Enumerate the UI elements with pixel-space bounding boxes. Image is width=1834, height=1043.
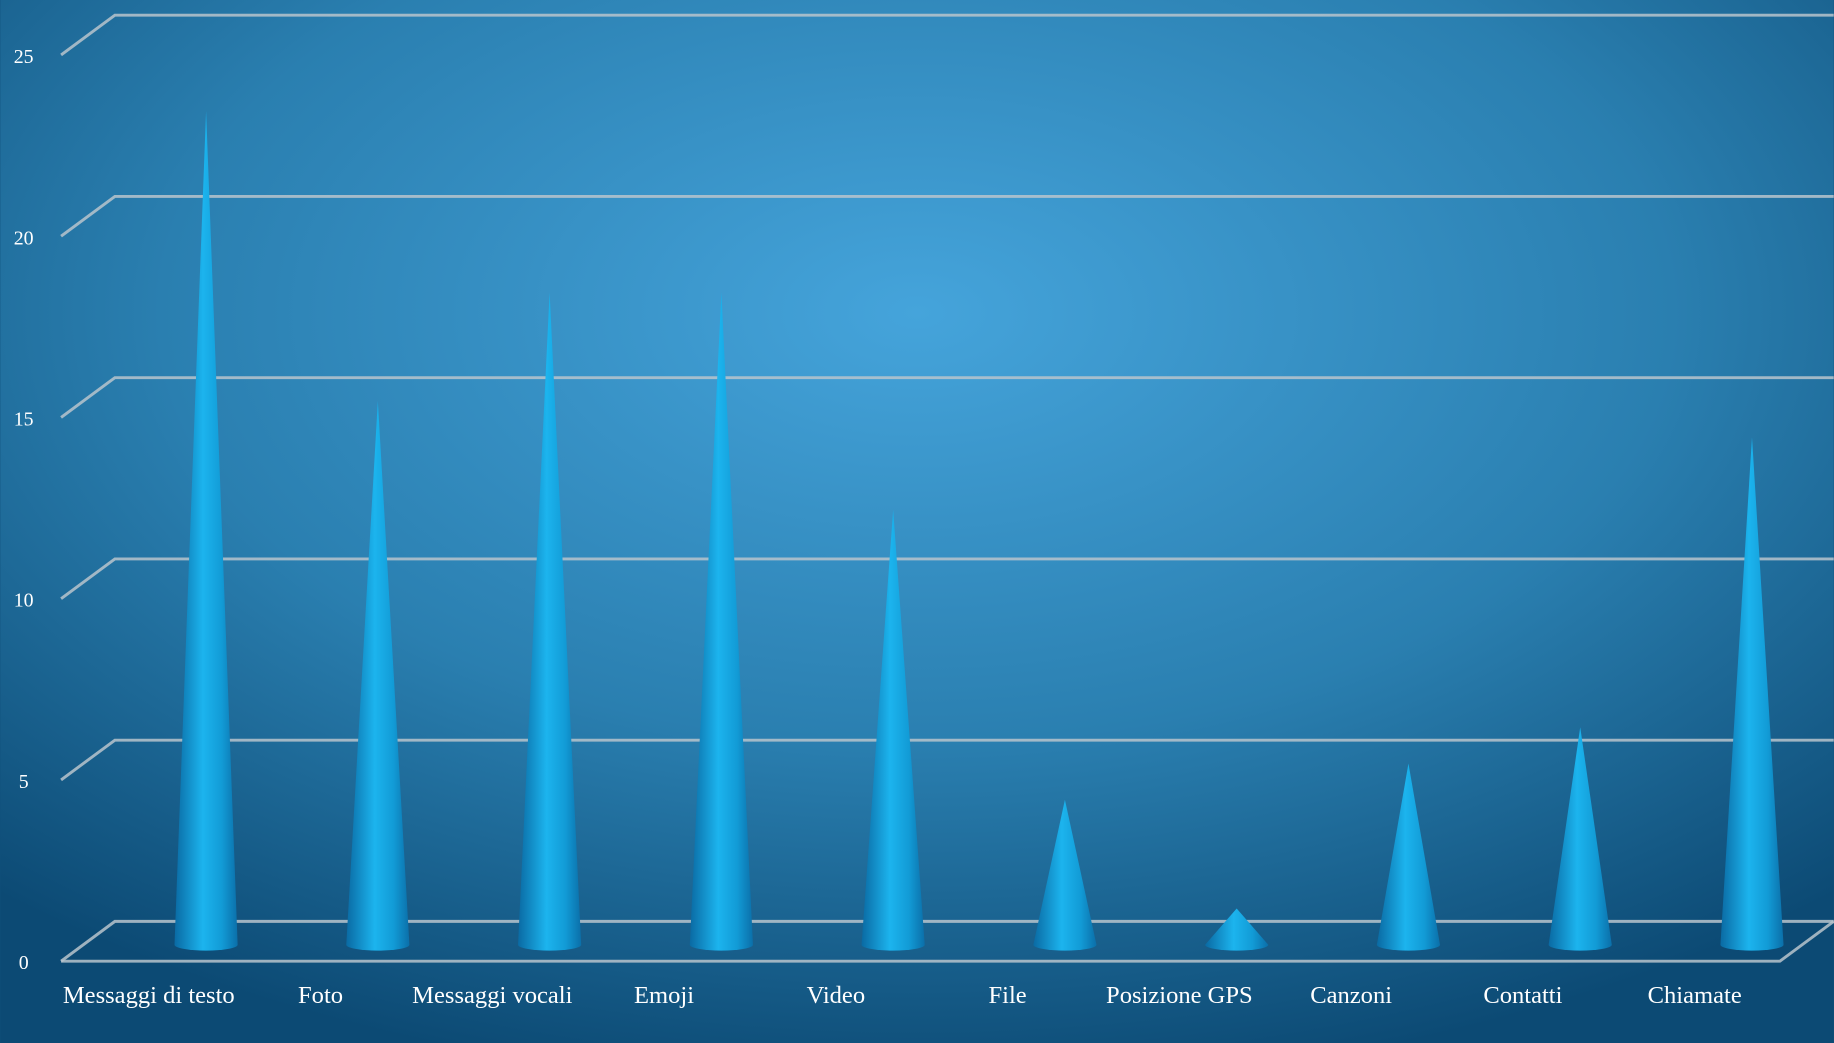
x-label-box: File [988, 981, 1027, 1010]
cone-body [1548, 727, 1612, 951]
x-tick-label: Video [806, 981, 866, 1010]
cone [1376, 763, 1441, 951]
grid-line [60, 194, 1834, 238]
cone [689, 292, 753, 951]
grid-line [60, 557, 1834, 600]
x-label-box: Messaggi vocali [412, 981, 573, 1010]
x-label-box: Messaggi di testo [62, 981, 235, 1010]
cone-body [1205, 908, 1269, 951]
x-tick-label: Canzoni [1310, 981, 1393, 1010]
x-label-box: Contatti [1483, 981, 1563, 1010]
x-tick-label: Foto [298, 981, 344, 1010]
y-tick-label: 15 [14, 409, 34, 431]
cone-body [346, 401, 410, 951]
y-tick-label: 10 [14, 590, 34, 612]
x-label-box: Chiamate [1647, 981, 1742, 1010]
cone [1033, 799, 1097, 951]
y-tick-label: 0 [19, 952, 29, 974]
x-tick-label: Emoji [634, 981, 695, 1010]
cone-body [1720, 437, 1784, 951]
x-tick-label: Chiamate [1647, 981, 1742, 1010]
grid-line [60, 376, 1834, 419]
cone [1720, 437, 1784, 951]
cone [174, 111, 238, 951]
cone-body [689, 292, 753, 951]
x-label-box: Emoji [634, 981, 695, 1010]
x-label-box: Posizione GPS [1106, 981, 1253, 1010]
cone-body [1033, 799, 1097, 951]
cone-body [1376, 763, 1441, 951]
y-tick-label: 20 [14, 227, 34, 249]
y-tick-label: 5 [19, 771, 29, 793]
cone [1205, 908, 1269, 951]
cone [518, 292, 582, 951]
x-tick-label: Posizione GPS [1106, 981, 1253, 1010]
cone-body [518, 292, 582, 951]
x-tick-label: Messaggi vocali [412, 981, 573, 1010]
grid-line [60, 738, 1834, 782]
cone [346, 401, 410, 951]
cone-body [174, 111, 238, 951]
cone [861, 509, 925, 951]
x-tick-label: File [988, 981, 1027, 1010]
cone-body [861, 509, 925, 951]
x-label-box: Foto [298, 981, 344, 1010]
x-label-box: Video [806, 981, 866, 1010]
y-tick-label: 25 [14, 46, 34, 68]
grid-line [60, 919, 1834, 963]
x-tick-label: Contatti [1483, 981, 1563, 1010]
x-tick-label: Messaggi di testo [62, 981, 235, 1010]
x-label-box: Canzoni [1310, 981, 1393, 1010]
grid-line [60, 13, 1834, 57]
cone [1548, 727, 1612, 951]
floor-edge [61, 920, 1834, 963]
